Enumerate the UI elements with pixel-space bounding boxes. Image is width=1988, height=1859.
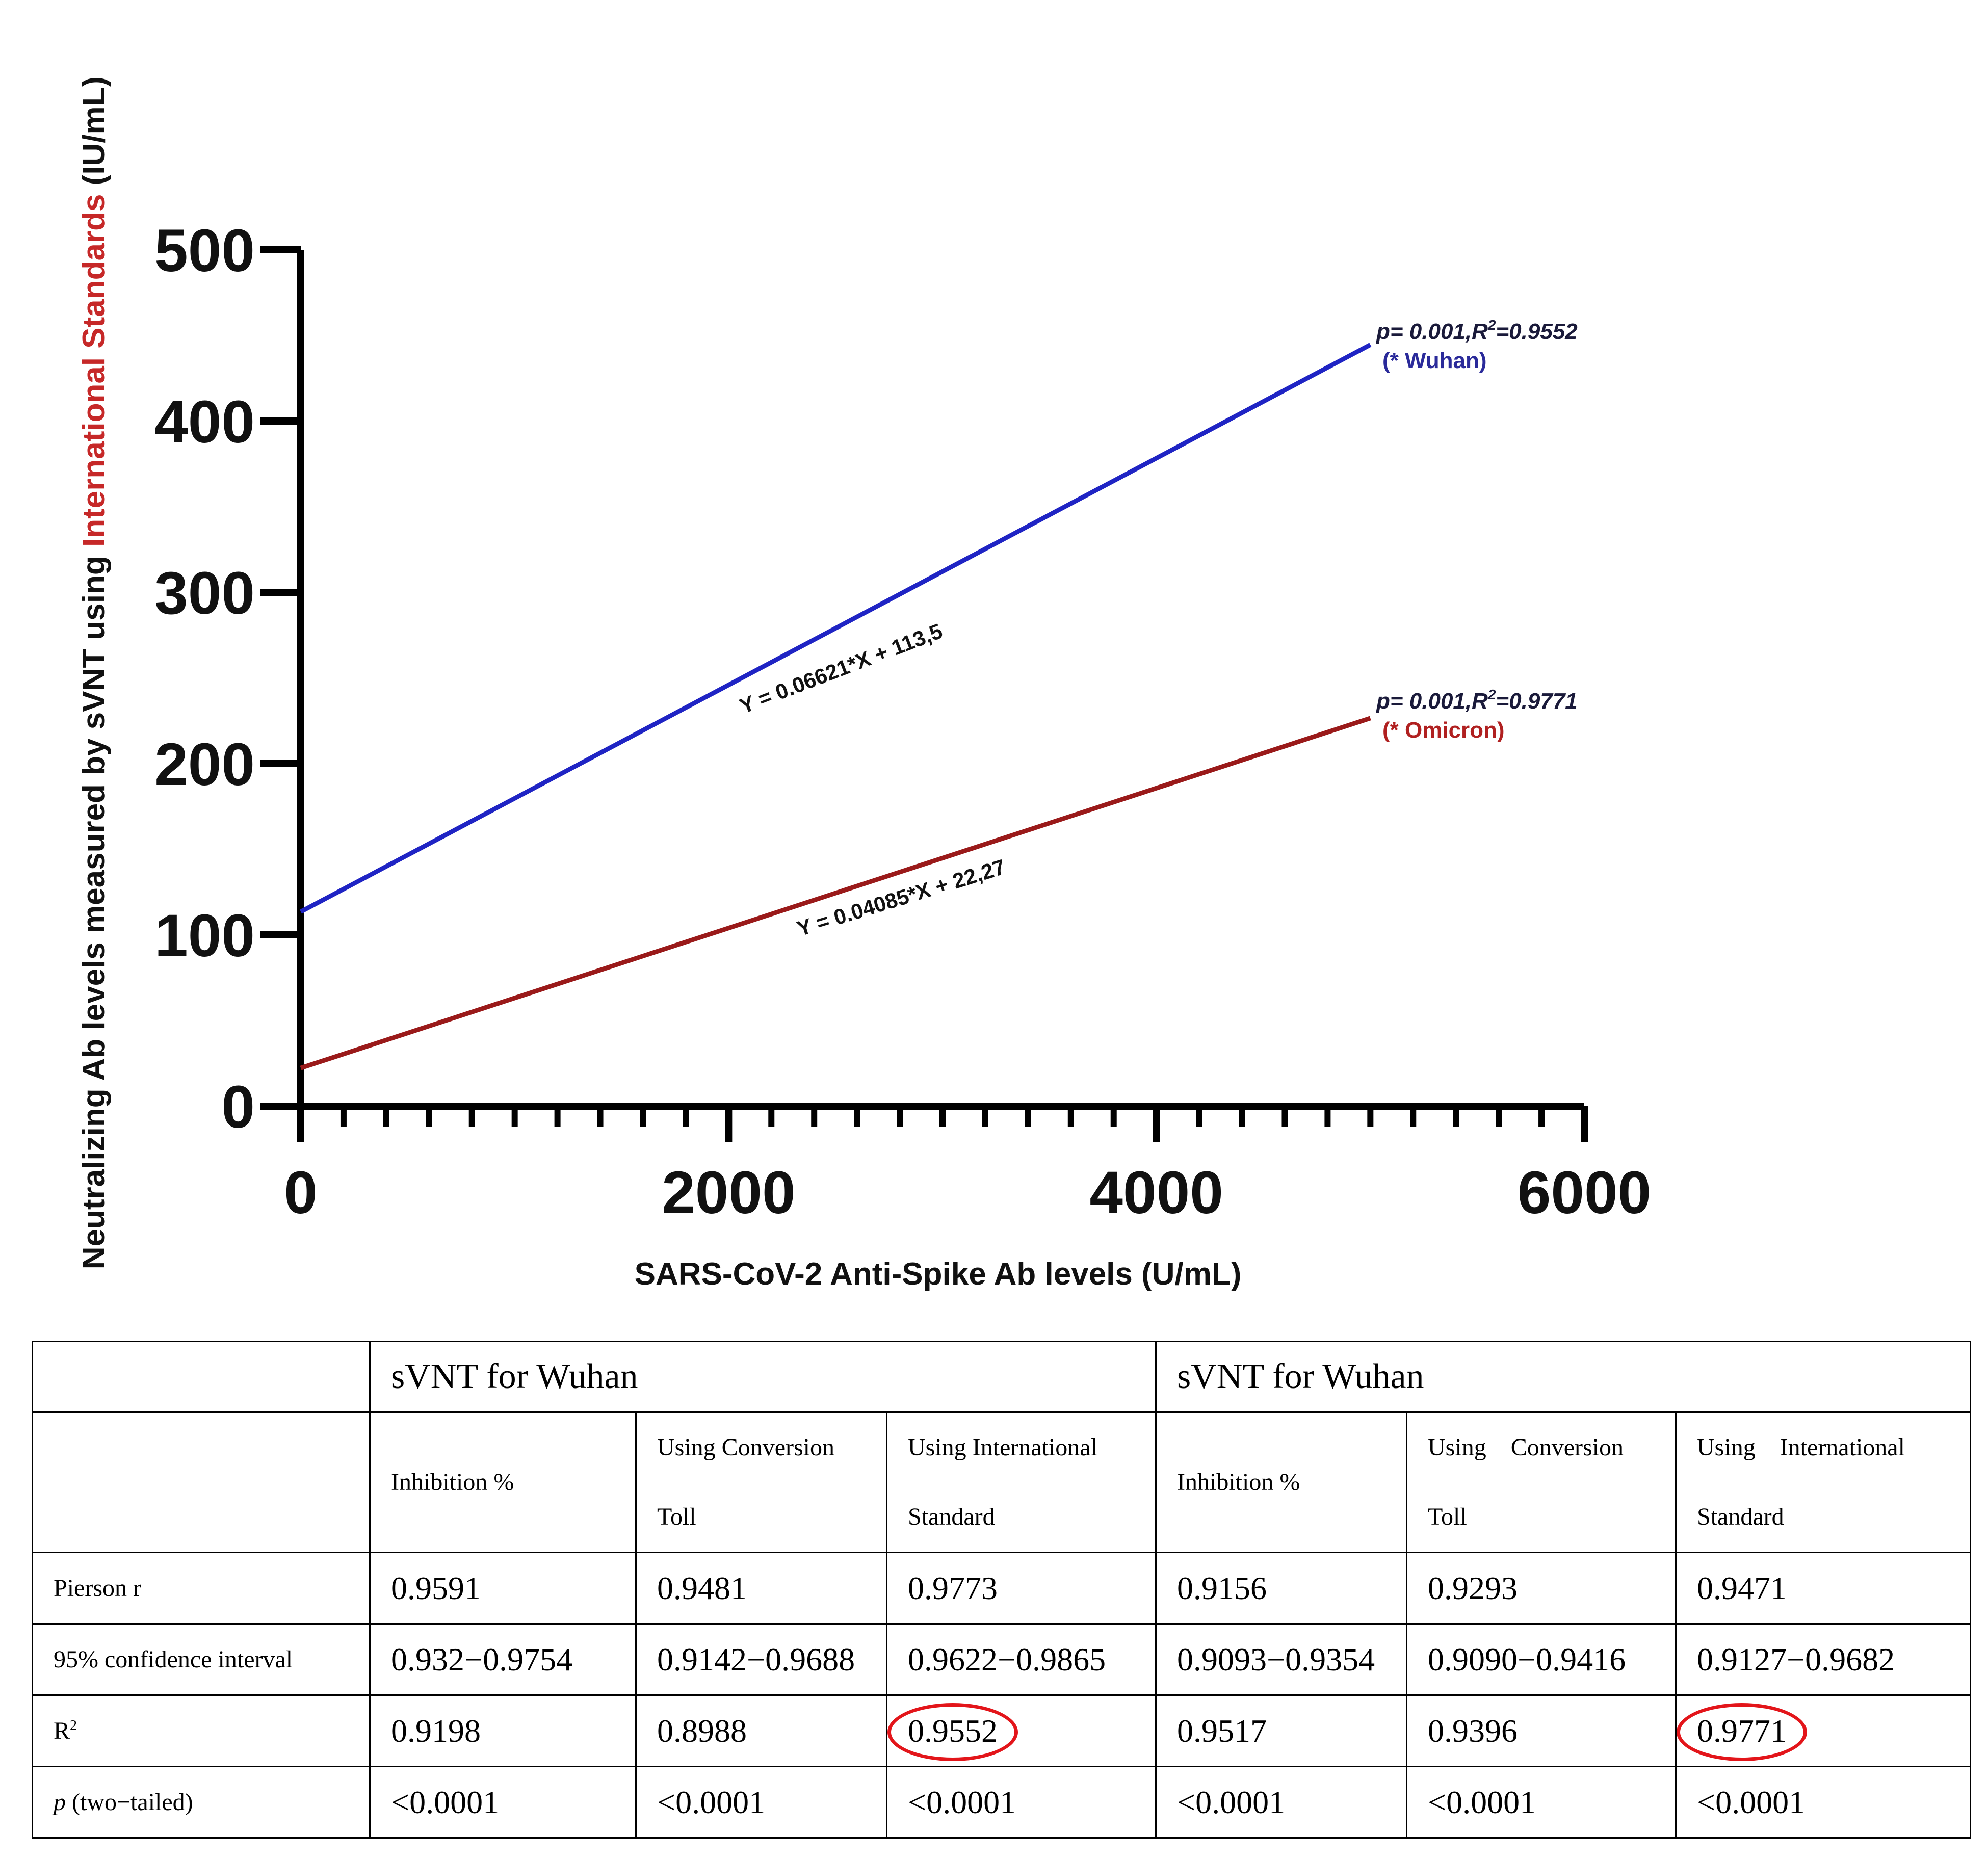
table-cell: 0.9591	[369, 1552, 637, 1625]
table-row-pearson: Pierson r 0.9591 0.9481 0.9773 0.9156 0.…	[32, 1552, 1972, 1625]
y-axis-title-part1: Neutralizing Ab levels measured by sVNT …	[76, 547, 112, 1269]
regression-chart: Neutralizing Ab levels measured by sVNT …	[76, 76, 1652, 1292]
wuhan-stats-r2: =0.9552	[1496, 319, 1578, 344]
x-tick-label-0: 0	[284, 1159, 318, 1226]
table-cell: <0.0001	[1675, 1766, 1972, 1839]
subheader-text: Using International	[1697, 1434, 1905, 1461]
wuhan-regression-line	[299, 343, 1372, 914]
row-label-pearson: Pierson r	[32, 1552, 371, 1625]
subheader-text: Inhibition %	[391, 1469, 514, 1496]
group-header-2: sVNT for Wuhan	[1155, 1341, 1972, 1413]
table-cell: <0.0001	[1406, 1766, 1677, 1839]
table-cell: 0.9142−0.9688	[635, 1623, 887, 1696]
x-axis-title: SARS-CoV-2 Anti-Spike Ab levels (U/mL)	[635, 1256, 1242, 1292]
row-label-ci: 95% confidence interval	[32, 1623, 371, 1696]
y-tick-label-300: 300	[154, 560, 255, 627]
x-tick-label-4000: 4000	[1089, 1159, 1223, 1226]
table-cell: <0.0001	[369, 1766, 637, 1839]
table-row-r2: R2 0.9198 0.8988 0.9552 0.9517 0.9396 0.…	[32, 1694, 1972, 1767]
wuhan-equation: Y = 0.06621*X + 113,5	[736, 619, 946, 718]
row-label-p: p (two−tailed)	[32, 1766, 371, 1839]
y-axis-title: Neutralizing Ab levels measured by sVNT …	[76, 76, 112, 1269]
y-tick-label-100: 100	[154, 902, 255, 970]
subheader-g1-inhibition: Inhibition %	[369, 1411, 637, 1553]
table-cell: <0.0001	[1155, 1766, 1408, 1839]
table-cell: 0.9198	[369, 1694, 637, 1767]
table-cell: 0.9156	[1155, 1552, 1408, 1625]
y-tick-label-0: 0	[221, 1073, 255, 1141]
table-cell: 0.9093−0.9354	[1155, 1623, 1408, 1696]
x-tick-label-2000: 2000	[662, 1159, 796, 1226]
table-row-ci: 95% confidence interval 0.932−0.9754 0.9…	[32, 1623, 1972, 1696]
subheader-text: Using Conversion	[1428, 1434, 1624, 1461]
subheader-text: Standard	[1697, 1503, 1784, 1530]
subheader-g1-international: Using International Standard	[885, 1411, 1157, 1553]
y-axis-title-highlight: International Standards	[76, 194, 112, 547]
table-cell: 0.9471	[1675, 1552, 1972, 1625]
table-cell: <0.0001	[635, 1766, 887, 1839]
table-cell: 0.9481	[635, 1552, 887, 1625]
table-cell-highlighted: 0.9552	[885, 1694, 1157, 1767]
y-axis-title-unit: (IU/mL)	[76, 76, 112, 194]
table-cell: 0.9773	[885, 1552, 1157, 1625]
y-tick-label-200: 200	[154, 731, 255, 798]
table-cell: 0.8988	[635, 1694, 887, 1767]
omicron-stats-p: p= 0.001,R	[1376, 689, 1488, 714]
table-cell-highlighted: 0.9771	[1675, 1694, 1972, 1767]
row-label-r2-sup: 2	[70, 1718, 77, 1734]
subheader-text: Standard	[908, 1503, 995, 1530]
omicron-stats: p= 0.001,R2=0.9771	[1376, 687, 1578, 714]
subheader-g2-inhibition: Inhibition %	[1155, 1411, 1408, 1553]
table-cell: <0.0001	[885, 1766, 1157, 1839]
statistics-table-container: sVNT for Wuhan sVNT for Wuhan Inhibition…	[32, 1341, 1972, 1839]
subheader-g1-conversion: Using Conversion Toll	[635, 1411, 887, 1553]
row-label-r2-text: R	[54, 1717, 70, 1744]
table-subheader-row: Inhibition % Using Conversion Toll Using …	[32, 1411, 1972, 1553]
row-label-p-text: (two−tailed)	[66, 1789, 193, 1816]
omicron-stats-r2: =0.9771	[1496, 689, 1577, 714]
circled-value: 0.9771	[1677, 1703, 1808, 1761]
table-cell: 0.9293	[1406, 1552, 1677, 1625]
wuhan-stats: p= 0.001,R2=0.9552	[1376, 317, 1578, 344]
subheader-text: Toll	[1428, 1503, 1467, 1530]
subheader-text: Using International	[908, 1434, 1097, 1461]
table-cell: 0.9090−0.9416	[1406, 1623, 1677, 1696]
subheader-text: Using Conversion	[657, 1434, 834, 1461]
table-cell: 0.9127−0.9682	[1675, 1623, 1972, 1696]
y-tick-label-400: 400	[154, 388, 255, 456]
omicron-legend: (* Omicron)	[1382, 718, 1505, 743]
group-header-1: sVNT for Wuhan	[369, 1341, 1157, 1413]
statistics-table: sVNT for Wuhan sVNT for Wuhan Inhibition…	[32, 1341, 1972, 1839]
row-label-r2: R2	[32, 1694, 371, 1767]
subheader-g2-conversion: Using Conversion Toll	[1406, 1411, 1677, 1553]
table-header-row: sVNT for Wuhan sVNT for Wuhan	[32, 1341, 1972, 1413]
subheader-g2-international: Using International Standard	[1675, 1411, 1972, 1553]
subheader-text: Inhibition %	[1177, 1469, 1300, 1496]
subheader-text: Toll	[657, 1503, 696, 1530]
table-cell: 0.9622−0.9865	[885, 1623, 1157, 1696]
subheader-empty-cell	[32, 1411, 371, 1553]
table-row-p: p (two−tailed) <0.0001 <0.0001 <0.0001 <…	[32, 1766, 1972, 1839]
circled-value: 0.9552	[887, 1703, 1018, 1761]
wuhan-stats-p: p= 0.001,R	[1376, 319, 1488, 344]
table-cell: 0.9517	[1155, 1694, 1408, 1767]
table-corner-cell	[32, 1341, 371, 1413]
row-label-p-italic: p	[54, 1789, 66, 1816]
table-cell: 0.932−0.9754	[369, 1623, 637, 1696]
omicron-regression-line	[300, 716, 1371, 1070]
y-tick-label-500: 500	[154, 217, 255, 284]
table-cell: 0.9396	[1406, 1694, 1677, 1767]
wuhan-legend: (* Wuhan)	[1382, 348, 1487, 373]
x-tick-label-6000: 6000	[1518, 1159, 1652, 1226]
